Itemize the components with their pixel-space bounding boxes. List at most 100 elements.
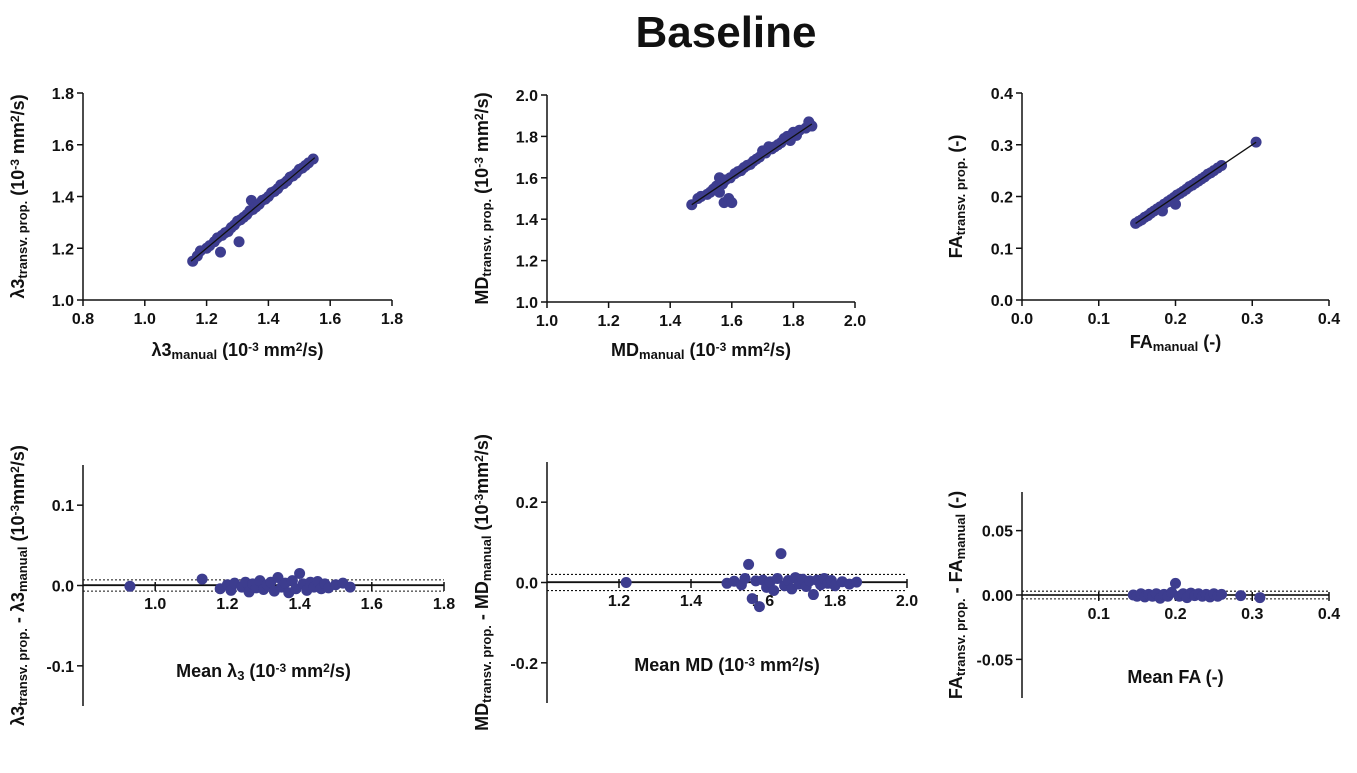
- fit-line: [190, 157, 316, 262]
- x-tick-label: 1.0: [144, 596, 166, 613]
- y-tick-label: 0.0: [516, 576, 538, 593]
- y-tick-label: 0.0: [991, 293, 1013, 310]
- chart-scatter-l3: 1.01.21.41.61.80.8 1.0 1.2 1.4 1.6 1.8λ3manua…: [8, 86, 404, 362]
- x-axis-label-part: -3: [248, 340, 259, 354]
- x-tick-label: 0.1: [1088, 606, 1110, 623]
- y-axis-label-part: - λ3: [8, 592, 28, 628]
- fit-line: [691, 123, 813, 206]
- x-axis-label-part: manual: [172, 347, 218, 362]
- y-tick-label: 1.6: [52, 138, 74, 155]
- y-axis-label-part: - MD: [472, 581, 492, 625]
- x-tick-label: 2.0: [896, 593, 918, 610]
- x-axis-label-part: 3: [237, 668, 244, 683]
- y-axis-label-part: (-): [946, 135, 966, 158]
- y-tick-label: 1.0: [52, 293, 74, 310]
- y-axis-label-part: transv. prop.: [953, 158, 968, 236]
- y-tick-label: 0.00: [982, 588, 1013, 605]
- x-tick-label: 1.2: [216, 596, 238, 613]
- data-point: [806, 120, 818, 132]
- y-tick-label: 0.4: [991, 86, 1013, 103]
- y-axis-label-part: λ3: [8, 279, 28, 299]
- y-axis-label-part: - FA: [946, 559, 966, 598]
- x-tick-label: 1.8: [782, 313, 804, 330]
- y-axis-label-part: mm: [8, 122, 28, 159]
- x-axis-label-part: mm: [755, 655, 792, 675]
- y-tick-label: 2.0: [516, 88, 538, 105]
- y-tick-label: 0.1: [52, 498, 74, 515]
- data-point: [1235, 590, 1247, 602]
- x-axis-label-part: /s): [330, 661, 351, 681]
- y-axis-label: MDtransv. prop. (10-3 mm2/s): [472, 92, 495, 304]
- data-point: [1254, 592, 1266, 604]
- y-axis-label-part: transv. prop.: [15, 628, 30, 706]
- y-axis-label-part: FA: [946, 676, 966, 699]
- y-axis-label-part: manual: [479, 536, 494, 582]
- y-axis-label-part: mm: [8, 473, 28, 505]
- x-tick-label: 1.6: [721, 313, 743, 330]
- y-axis-label-part: -3: [8, 159, 22, 170]
- x-axis-label-part: 2: [323, 661, 330, 675]
- y-axis-label-part: /s): [8, 94, 28, 115]
- y-axis-label: λ3transv. prop. (10-3 mm2/s): [8, 94, 31, 298]
- y-axis-label-part: (10: [8, 170, 28, 201]
- x-tick-label: 1.6: [361, 596, 383, 613]
- y-axis-label-part: 2: [472, 113, 486, 120]
- x-axis-label-part: λ3: [152, 340, 172, 360]
- x-axis-label-part: 2: [296, 340, 303, 354]
- y-axis-label-part: (10: [472, 505, 492, 536]
- y-axis-label-part: mm: [472, 120, 492, 157]
- y-axis-label-part: -3: [8, 505, 22, 516]
- data-point: [1170, 577, 1181, 589]
- x-axis-label: MDmanual (10-3 mm2/s): [611, 340, 791, 363]
- data-point: [233, 236, 245, 248]
- x-axis-label-part: MD: [611, 340, 639, 360]
- y-axis-label: FAtransv. prop. (-): [946, 135, 968, 259]
- y-axis-label-part: mm: [472, 462, 492, 494]
- y-axis-label-part: transv. prop.: [15, 201, 30, 279]
- x-tick-label: 0.3: [1241, 606, 1263, 623]
- data-point: [726, 197, 738, 209]
- x-tick-label: 0.1: [1088, 311, 1110, 328]
- y-tick-label: 1.2: [516, 254, 538, 271]
- y-tick-label: 1.8: [516, 129, 538, 146]
- y-tick-label: 1.4: [516, 212, 538, 229]
- y-tick-label: 0.2: [991, 190, 1013, 207]
- y-axis-label: MDtransv. prop. - MDmanual (10-3mm2/s): [472, 434, 495, 731]
- x-tick-label: 1.4: [257, 311, 279, 328]
- x-axis-label: Mean λ3 (10-3 mm2/s): [176, 661, 351, 684]
- x-tick-label: 1.2: [195, 311, 217, 328]
- y-axis-label-part: 2: [8, 115, 22, 122]
- x-axis-label-part: FA: [1130, 332, 1153, 352]
- y-axis-label-part: transv. prop.: [479, 199, 494, 277]
- y-axis-label-part: MD: [472, 703, 492, 731]
- x-tick-label: 1.8: [433, 596, 455, 613]
- data-point: [124, 580, 136, 592]
- y-tick-label: -0.1: [46, 659, 74, 676]
- data-point: [768, 585, 780, 597]
- x-axis-label-part: Mean λ: [176, 661, 237, 681]
- x-axis-label-part: manual: [1153, 339, 1199, 354]
- x-axis-label-part: -3: [275, 661, 286, 675]
- y-axis-label-part: -3: [472, 157, 486, 168]
- x-axis-label-part: mm: [286, 661, 323, 681]
- x-axis-label-part: (10: [217, 340, 248, 360]
- data-point: [851, 576, 863, 588]
- y-tick-label: -0.05: [977, 652, 1014, 669]
- y-axis-label: FAtransv. prop. - FAmanual (-): [946, 491, 968, 699]
- x-axis-label-part: 2: [792, 655, 799, 669]
- x-axis-label-part: -3: [744, 655, 755, 669]
- y-axis-label-part: (-): [946, 491, 966, 514]
- x-axis-label: FAmanual (-): [1130, 332, 1222, 354]
- y-axis-label-part: FA: [946, 235, 966, 258]
- y-tick-label: 1.2: [52, 241, 74, 258]
- data-point: [775, 548, 787, 560]
- y-tick-label: 0.05: [982, 524, 1013, 541]
- data-point: [1216, 588, 1228, 600]
- y-axis-label-part: 2: [8, 466, 22, 473]
- y-axis-label-part: transv. prop.: [479, 625, 494, 703]
- chart-scatter-md: 1.01.21.41.61.82.01.0 1.2 1.4 1.6 1.8 2.0MDma…: [472, 88, 867, 362]
- x-tick-label: 1.2: [597, 313, 619, 330]
